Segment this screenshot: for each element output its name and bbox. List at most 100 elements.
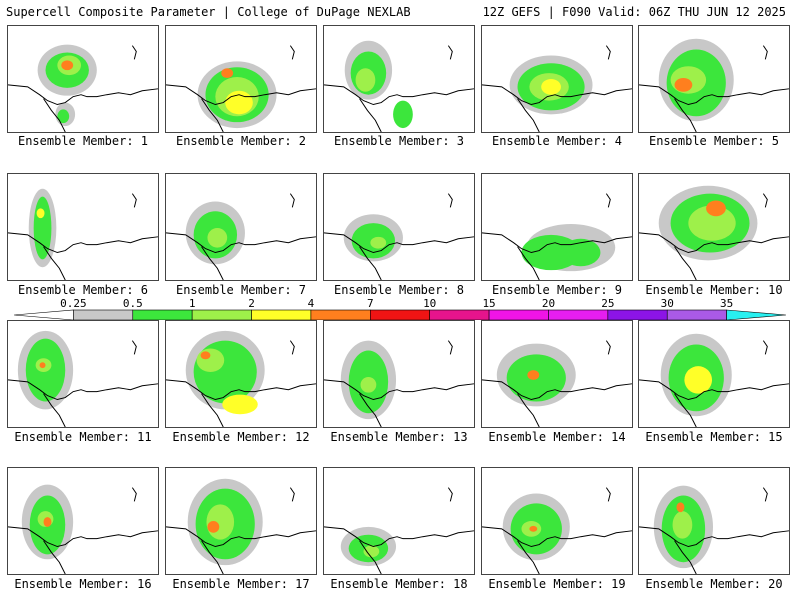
coastline — [201, 98, 224, 132]
scp-contour — [370, 236, 387, 249]
scp-contour — [221, 68, 234, 79]
panel-label: Ensemble Member: 5 — [648, 134, 780, 148]
coastline — [482, 84, 632, 106]
island-outline — [447, 340, 453, 355]
ensemble-panel-14 — [481, 320, 633, 428]
scp-contour — [39, 362, 46, 369]
scp-contour — [207, 521, 220, 533]
scp-map — [482, 193, 632, 280]
color-scale-tick-label: 7 — [366, 297, 374, 310]
coastline — [324, 232, 474, 254]
ensemble-panel-3 — [323, 25, 475, 133]
scp-contour — [196, 348, 225, 373]
coastline — [639, 232, 789, 254]
coastline — [359, 540, 382, 574]
island-outline — [289, 340, 295, 355]
valid-time: 12Z GEFS | F090 Valid: 06Z THU JUN 12 20… — [482, 5, 786, 19]
scp-contour — [207, 227, 228, 248]
ensemble-panel-7 — [165, 173, 317, 281]
color-swatch — [488, 309, 549, 320]
scp-map — [8, 44, 158, 132]
coastline — [517, 246, 540, 280]
scp-contour — [672, 511, 693, 539]
panel-label: Ensemble Member: 4 — [491, 134, 623, 148]
scp-contour — [363, 545, 380, 558]
scp-contour — [706, 200, 726, 217]
island-outline — [762, 193, 768, 208]
color-swatch — [370, 309, 430, 320]
coastline — [166, 84, 316, 106]
scp-map — [8, 330, 158, 427]
coastline — [324, 379, 474, 401]
scp-map — [166, 193, 316, 280]
coastline — [359, 246, 382, 280]
ensemble-panel-4 — [481, 25, 633, 133]
color-swatch — [14, 309, 74, 320]
island-outline — [131, 45, 137, 60]
scp-contour — [684, 366, 713, 394]
ensemble-panel-12 — [165, 320, 317, 428]
coastline — [517, 540, 540, 574]
ensemble-panel-1 — [7, 25, 159, 133]
ensemble-panel-19 — [481, 467, 633, 575]
island-outline — [289, 193, 295, 208]
coastline — [8, 379, 158, 401]
scp-contour — [360, 376, 377, 393]
scp-map — [639, 333, 789, 427]
ensemble-panel-13 — [323, 320, 475, 428]
island-outline — [131, 340, 137, 355]
panel-label: Ensemble Member: 2 — [175, 134, 307, 148]
coastline — [201, 393, 224, 427]
coastline — [482, 379, 632, 401]
panel-label: Ensemble Member: 20 — [645, 577, 783, 591]
color-swatch — [191, 309, 252, 320]
panel-label: Ensemble Member: 19 — [488, 577, 626, 591]
island-outline — [605, 45, 611, 60]
scp-contour — [36, 208, 45, 219]
panel-label: Ensemble Member: 7 — [175, 283, 307, 297]
coastline — [517, 98, 540, 132]
scp-contour — [355, 68, 376, 92]
color-swatch — [73, 309, 134, 320]
coastline — [43, 540, 66, 574]
scp-contour — [393, 100, 413, 129]
scp-contour — [674, 78, 693, 92]
coastline — [8, 84, 158, 106]
island-outline — [131, 193, 137, 208]
scp-contour — [57, 109, 70, 124]
coastline — [639, 379, 789, 401]
island-outline — [447, 193, 453, 208]
panel-label: Ensemble Member: 3 — [333, 134, 465, 148]
island-outline — [762, 487, 768, 502]
scp-map — [166, 330, 316, 427]
color-swatch — [607, 309, 668, 320]
coastline — [517, 393, 540, 427]
color-swatch — [132, 309, 193, 320]
scp-contour — [688, 205, 736, 241]
panel-label: Ensemble Member: 13 — [330, 430, 468, 444]
panel-label: Ensemble Member: 16 — [14, 577, 152, 591]
scp-contour — [61, 60, 74, 71]
ensemble-panel-17 — [165, 467, 317, 575]
scp-map — [8, 188, 158, 280]
coastline — [201, 540, 224, 574]
scp-contour — [222, 394, 258, 415]
page-title: Supercell Composite Parameter | College … — [6, 5, 411, 19]
color-swatch — [251, 309, 312, 320]
panel-label: Ensemble Member: 17 — [172, 577, 310, 591]
island-outline — [447, 487, 453, 502]
panel-label: Ensemble Member: 10 — [645, 283, 783, 297]
ensemble-panel-20 — [638, 467, 790, 575]
panel-label: Ensemble Member: 9 — [491, 283, 623, 297]
coastline — [359, 393, 382, 427]
scp-map — [166, 45, 316, 132]
island-outline — [289, 487, 295, 502]
color-swatch — [666, 309, 727, 320]
scp-contour — [527, 370, 540, 380]
panel-label: Ensemble Member: 6 — [17, 283, 149, 297]
scp-map — [639, 485, 789, 574]
scp-map — [482, 487, 632, 574]
coastline — [639, 526, 789, 548]
panel-label: Ensemble Member: 11 — [14, 430, 152, 444]
coastline — [201, 246, 224, 280]
